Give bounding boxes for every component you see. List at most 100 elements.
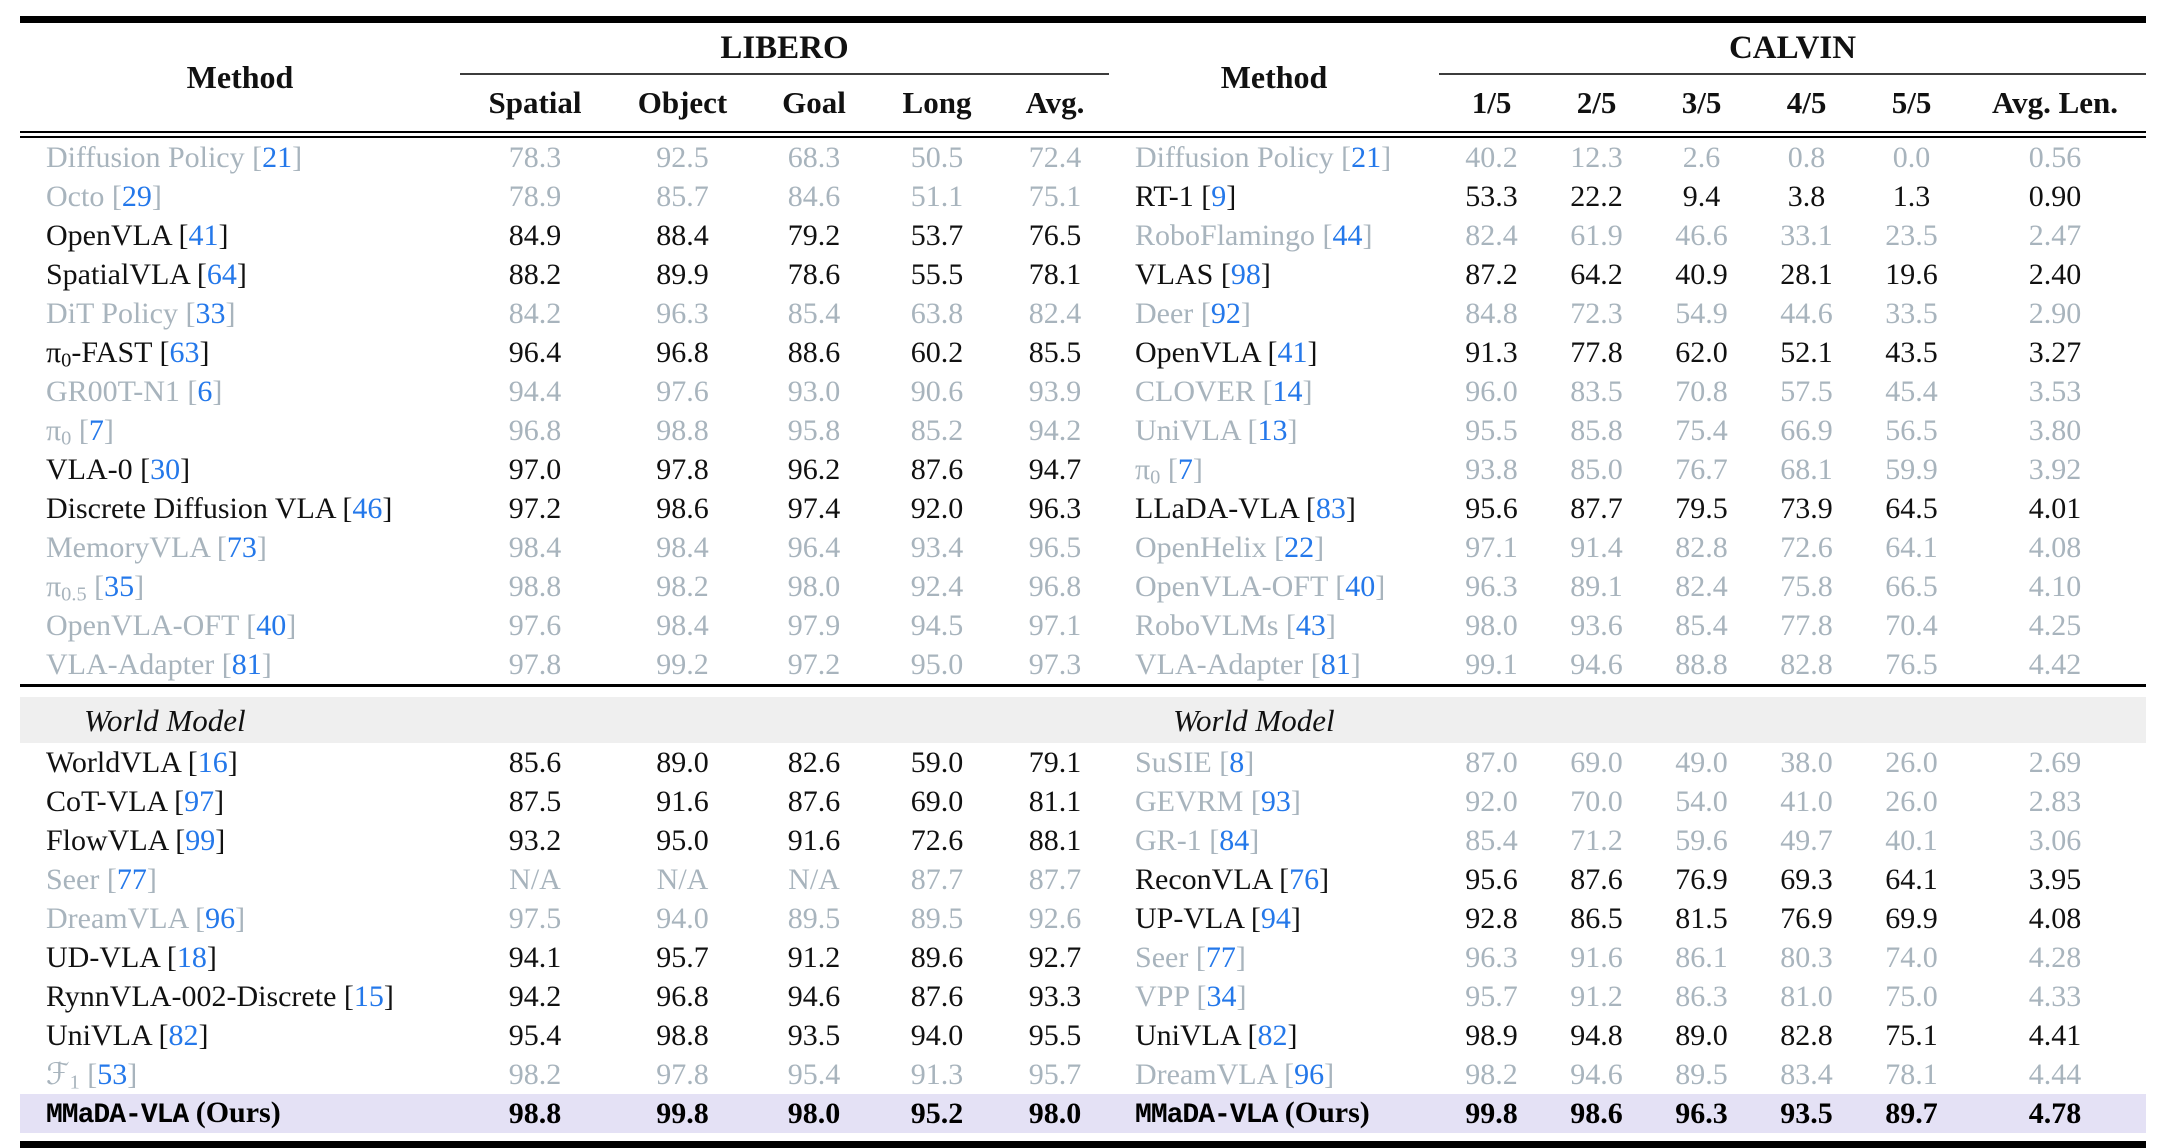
value-cell: N/A: [788, 862, 840, 896]
value-cell: 98.4: [656, 608, 709, 642]
citation-link[interactable]: 33: [195, 296, 226, 330]
citation-link[interactable]: 94: [1260, 901, 1291, 935]
citation-bracket: [: [1243, 901, 1261, 935]
citation-link[interactable]: 43: [1295, 608, 1326, 642]
value-cell: 38.0: [1780, 745, 1833, 779]
citation-link[interactable]: 53: [97, 1057, 128, 1091]
method-cell: SuSIE [8]: [1109, 743, 1439, 782]
citation-link[interactable]: 13: [1257, 413, 1288, 447]
citation-link[interactable]: 93: [1260, 784, 1291, 818]
method-name: OpenHelix: [1135, 530, 1267, 564]
citation-link[interactable]: 7: [1177, 452, 1193, 486]
citation-bracket: [: [1315, 218, 1333, 252]
method-cell: OpenVLA-OFT [40]: [20, 606, 460, 645]
citation-link[interactable]: 44: [1332, 218, 1363, 252]
method-name: FlowVLA: [46, 823, 168, 857]
citation-link[interactable]: 7: [88, 413, 104, 447]
value-cell: 95.6: [1465, 862, 1518, 896]
citation-link[interactable]: 77: [116, 862, 147, 896]
citation-link[interactable]: 73: [226, 530, 257, 564]
value-cell: 66.5: [1885, 569, 1938, 603]
value-cell: 94.4: [508, 374, 562, 408]
citation-link[interactable]: 22: [1284, 530, 1315, 564]
value-cell: 93.6: [1570, 608, 1623, 642]
value-cell: 76.9: [1675, 862, 1728, 896]
citation-link[interactable]: 9: [1211, 179, 1227, 213]
value-cell: 93.4: [910, 530, 964, 564]
citation-link[interactable]: 64: [206, 257, 237, 291]
value-cell: 88.4: [656, 218, 709, 252]
value-cell: 87.5: [508, 784, 562, 818]
citation-link[interactable]: 8: [1229, 745, 1245, 779]
citation-link[interactable]: 41: [188, 218, 219, 252]
value-cell: 49.7: [1780, 823, 1833, 857]
citation-link[interactable]: 76: [1289, 862, 1320, 896]
citation-link[interactable]: 99: [185, 823, 216, 857]
citation-link[interactable]: 29: [121, 179, 152, 213]
citation-link[interactable]: 21: [1351, 140, 1382, 174]
citation-link[interactable]: 84: [1219, 823, 1250, 857]
citation-link[interactable]: 21: [262, 140, 293, 174]
citation-link[interactable]: 63: [169, 335, 200, 369]
citation-link[interactable]: 40: [256, 608, 287, 642]
citation-link[interactable]: 16: [197, 745, 228, 779]
method-cell: RoboVLMs [43]: [1109, 606, 1439, 645]
method-cell: OpenHelix [22]: [1109, 528, 1439, 567]
method-cell: DiT Policy [33]: [20, 294, 460, 333]
citation-link[interactable]: 97: [184, 784, 215, 818]
method-name: RT-1: [1135, 179, 1194, 213]
citation-link[interactable]: 96: [1294, 1057, 1325, 1091]
citation-link[interactable]: 77: [1205, 940, 1236, 974]
value-cell: 83.5: [1570, 374, 1623, 408]
method-cell: ℱ1 [53]: [20, 1055, 460, 1094]
citation-link[interactable]: 82: [1257, 1018, 1288, 1052]
citation-link[interactable]: 15: [353, 979, 384, 1013]
value-cell: 33.1: [1780, 218, 1833, 252]
citation-link[interactable]: 14: [1272, 374, 1303, 408]
value-cell: 82.4: [1028, 296, 1082, 330]
citation-link[interactable]: 6: [197, 374, 213, 408]
citation-link[interactable]: 18: [176, 940, 207, 974]
citation-link[interactable]: 96: [205, 901, 236, 935]
method-cell: VLA-Adapter [81]: [1109, 645, 1439, 686]
value-cell: 92.0: [910, 491, 964, 525]
value-cell: 3.92: [2028, 452, 2082, 486]
value-cell: 4.42: [2028, 647, 2082, 681]
citation-link[interactable]: 92: [1210, 296, 1241, 330]
method-cell: UniVLA [82]: [1109, 1016, 1439, 1055]
citation-link[interactable]: 98: [1230, 257, 1261, 291]
value-cell: 89.6: [910, 940, 964, 974]
value-cell: 72.4: [1028, 140, 1082, 174]
citation-link[interactable]: 46: [352, 491, 383, 525]
value-cell: 92.4: [910, 569, 964, 603]
citation-link[interactable]: 40: [1345, 569, 1376, 603]
citation-bracket: [: [209, 530, 227, 564]
group-header-row: Method LIBERO Method CALVIN: [20, 19, 2147, 138]
citation-link[interactable]: 35: [104, 569, 135, 603]
citation-link[interactable]: 81: [231, 647, 262, 681]
citation-bracket: ]: [218, 218, 229, 252]
method-name: UniVLA: [1135, 1018, 1241, 1052]
value-cell: 98.0: [1001, 1094, 1110, 1133]
value-cell: 87.2: [1465, 257, 1518, 291]
citation-bracket: ]: [256, 530, 267, 564]
value-cell: 26.0: [1885, 784, 1938, 818]
citation-bracket: [: [71, 413, 89, 447]
value-cell: 85.4: [1465, 823, 1518, 857]
value-cell: 97.8: [508, 647, 562, 681]
value-cell: 75.1: [1885, 1018, 1938, 1052]
citation-link[interactable]: 81: [1320, 647, 1351, 681]
citation-link[interactable]: 34: [1206, 979, 1237, 1013]
value-cell: 98.8: [508, 569, 562, 603]
citation-link[interactable]: 41: [1277, 335, 1308, 369]
value-cell: 77.8: [1570, 335, 1623, 369]
citation-bracket: ]: [1260, 257, 1271, 291]
citation-link[interactable]: 30: [150, 452, 181, 486]
value-cell: 2.83: [2028, 784, 2082, 818]
citation-link[interactable]: 83: [1315, 491, 1346, 525]
value-cell: 85.4: [787, 296, 841, 330]
value-cell: 97.0: [508, 452, 562, 486]
col-header-long: Long: [873, 74, 1001, 138]
citation-link[interactable]: 82: [168, 1018, 199, 1052]
value-cell: 93.0: [787, 374, 841, 408]
